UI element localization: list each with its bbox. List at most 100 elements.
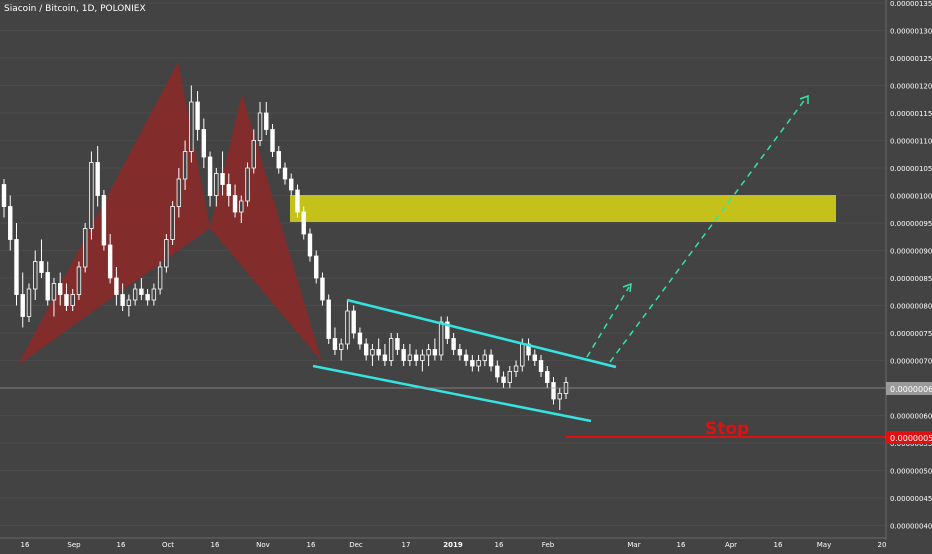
candle xyxy=(445,316,450,344)
candle-body xyxy=(482,354,488,361)
candle-body xyxy=(214,173,219,196)
candle-body xyxy=(376,349,381,356)
candle-body xyxy=(132,288,138,301)
candle-body xyxy=(151,288,157,301)
candle-body xyxy=(438,321,444,356)
price-tick-label: 0.00000080 xyxy=(890,303,932,311)
candle-body xyxy=(532,354,537,361)
candle-body xyxy=(20,294,25,317)
candle xyxy=(370,344,375,366)
candle xyxy=(251,129,256,174)
candle xyxy=(220,151,225,196)
price-tick-label: 0.00000120 xyxy=(890,83,932,91)
stop-price-marker-bg xyxy=(886,431,932,444)
candle xyxy=(470,355,475,372)
candle-body xyxy=(45,272,50,301)
time-tick-label: Oct xyxy=(162,541,174,549)
time-axis[interactable]: 16 Sep 16 Oct 16 Nov 16 Dec 17 2019 16 Feb Mar 16 Apr 1… xyxy=(0,537,887,549)
time-tick-label: 2019 xyxy=(443,541,463,549)
candle-body xyxy=(538,360,544,372)
candle-body xyxy=(320,277,325,301)
price-tick-label: 0.00000050 xyxy=(890,468,932,476)
candle-body xyxy=(501,376,506,383)
candle-body xyxy=(76,266,82,295)
candle-body xyxy=(58,283,63,295)
price-markers: 0.00000065 0.00000056 xyxy=(886,382,932,444)
time-tick-label: 20 xyxy=(878,541,887,549)
candle xyxy=(132,283,138,306)
candle xyxy=(201,118,207,168)
candle-body xyxy=(26,288,32,317)
time-tick-label: May xyxy=(817,541,831,549)
candle xyxy=(157,261,163,295)
projection-arrowhead-long xyxy=(799,94,809,104)
candle xyxy=(8,195,13,251)
candle-body xyxy=(370,349,375,356)
candle-body xyxy=(332,338,338,350)
candle-body xyxy=(420,354,425,361)
candle xyxy=(189,85,194,163)
candle xyxy=(413,349,419,366)
candle xyxy=(114,267,119,306)
candle-body xyxy=(170,206,175,240)
candle-body xyxy=(301,211,306,235)
time-tick-label: 16 xyxy=(677,541,686,549)
candle xyxy=(388,333,394,366)
resistance-zone xyxy=(290,195,836,222)
candle-body xyxy=(338,343,344,350)
candle-body xyxy=(33,261,38,290)
candle-body xyxy=(495,365,500,378)
chart-title: Siacoin / Bitcoin, 1D, POLONIEX xyxy=(4,4,146,14)
candle-body xyxy=(557,393,562,400)
price-tick-label: 0.00000040 xyxy=(890,523,932,531)
candle-body xyxy=(8,206,13,240)
time-tick-label: 17 xyxy=(402,541,411,549)
candle xyxy=(207,151,213,207)
candle xyxy=(457,344,463,361)
candle xyxy=(501,371,506,388)
candle xyxy=(176,168,182,218)
time-tick-label: 16 xyxy=(774,541,783,549)
candle-body xyxy=(14,239,19,295)
price-tick-label: 0.00000090 xyxy=(890,248,932,256)
candle-body xyxy=(401,349,406,361)
candle xyxy=(64,283,69,311)
candle-body xyxy=(388,338,394,361)
candle xyxy=(476,355,481,372)
candle-body xyxy=(426,349,431,356)
candle-body xyxy=(307,233,313,257)
candle xyxy=(314,250,319,284)
price-tick-label: 0.00000060 xyxy=(890,413,932,421)
candle-body xyxy=(201,129,207,158)
candle xyxy=(320,272,325,306)
time-tick-label: 16 xyxy=(117,541,126,549)
candle xyxy=(357,327,363,350)
price-tick-label: 0.00000085 xyxy=(890,275,932,283)
candle xyxy=(257,102,263,146)
candle xyxy=(70,289,75,311)
candle-body xyxy=(363,343,369,356)
price-tick-label: 0.00000130 xyxy=(890,28,932,36)
time-tick-label: Dec xyxy=(349,541,363,549)
candle-body xyxy=(139,288,144,295)
candle xyxy=(495,360,500,383)
candle xyxy=(245,162,250,207)
candle xyxy=(126,294,132,317)
candle xyxy=(301,206,306,240)
price-tick-label: 0.00000125 xyxy=(890,55,932,63)
candle-body xyxy=(226,184,231,196)
candle xyxy=(551,377,556,405)
candle-body xyxy=(445,321,450,339)
candle xyxy=(351,305,356,339)
candle xyxy=(26,283,32,322)
time-tick-label: 16 xyxy=(495,541,504,549)
candle-body xyxy=(463,354,469,361)
candle xyxy=(326,294,331,344)
pattern-bcd-triangle xyxy=(210,94,322,362)
candle-body xyxy=(413,354,419,361)
candle-body xyxy=(101,195,107,246)
candle-body xyxy=(195,101,200,130)
time-tick-label: Feb xyxy=(542,541,555,549)
